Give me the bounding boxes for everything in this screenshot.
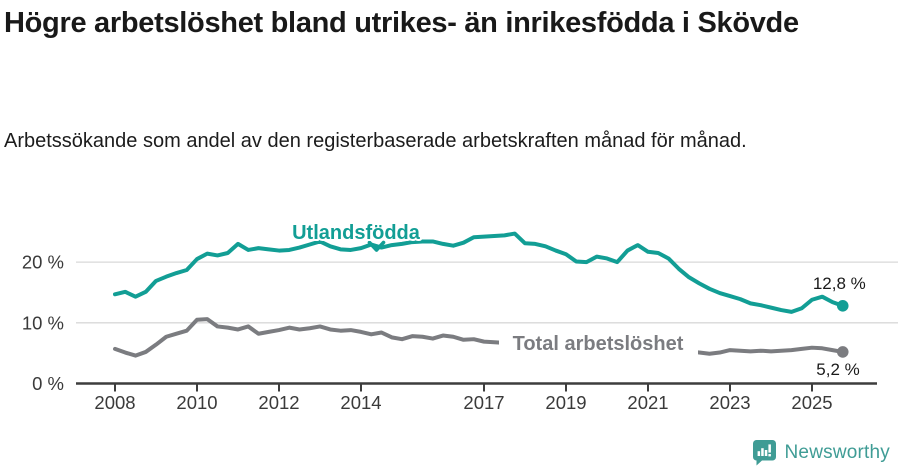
chevron-down-icon [367,240,386,252]
end-value-label-total: 5,2 % [816,360,859,379]
series-label-backdrop [499,333,698,357]
y-gridlines [76,261,898,324]
series-end-dot-total [836,346,849,358]
page-title: Högre arbetslöshet bland utrikes- än inr… [4,7,799,39]
y-tick-label: 0 % [32,373,64,394]
x-tick-label: 2012 [258,392,299,413]
newsworthy-logo: Newsworthy [752,439,890,466]
x-tick-label: 2019 [545,392,586,413]
x-axis-ticks [114,383,813,392]
newsworthy-bubble-bar-chart-icon [752,440,776,466]
series-end-dot-utlandsfodda [836,300,849,312]
series-line-utlandsfodda [113,231,845,314]
series-label-utlandsfodda: Utlandsfödda [292,222,421,244]
chart-subtitle: Arbetssökande som andel av den registerb… [4,130,747,152]
x-tick-label: 2010 [176,392,217,413]
x-tick-label: 2025 [791,392,832,413]
x-tick-label: 2021 [627,392,668,413]
y-tick-label: 20 % [22,252,64,273]
y-tick-label: 10 % [22,312,64,333]
end-value-label-utlandsfodda: 12,8 % [813,274,866,293]
x-tick-label: 2014 [340,392,381,413]
series-label-total-arbetsloshet: Total arbetslöshet [513,333,684,355]
x-tick-label: 2017 [463,392,504,413]
newsworthy-wordmark: Newsworthy [784,441,890,463]
x-tick-label: 2008 [94,392,135,413]
x-tick-label: 2023 [709,392,750,413]
y-axis-labels: 0 % 10 % 20 % [22,252,64,394]
series-line-total-arbetsloshet [113,317,845,358]
mini-bar-chart-glyph [757,444,771,457]
x-axis-labels: 2008 2010 2012 2014 2017 2019 2021 2023 2025 [94,392,832,413]
